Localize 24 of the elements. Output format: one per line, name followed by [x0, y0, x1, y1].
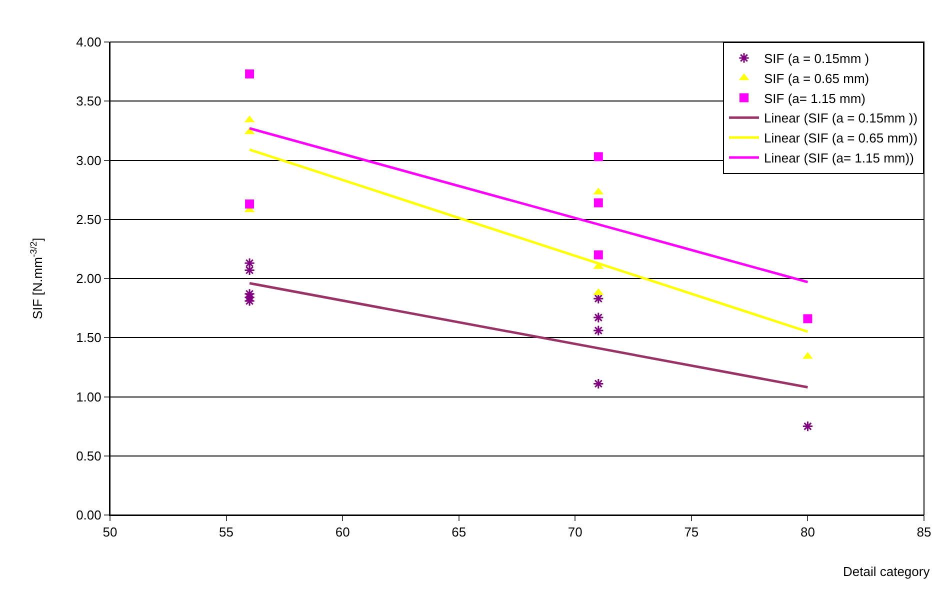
y-tick-label: 4.00: [76, 34, 102, 50]
legend-label: SIF (a = 0.15mm ): [764, 51, 870, 66]
y-tick-label: 3.00: [76, 152, 102, 168]
x-tick-label: 85: [916, 524, 932, 540]
x-tick-label: 80: [800, 524, 815, 540]
x-tick-label: 60: [335, 524, 350, 540]
legend-label: SIF (a= 1.15 mm): [764, 90, 866, 106]
y-tick-label: 2.50: [76, 212, 102, 227]
y-tick-label: 3.50: [76, 94, 102, 109]
x-tick-label: 65: [452, 524, 466, 540]
y-tick-label: 1.50: [76, 330, 102, 346]
legend-label: SIF (a = 0.65 mm): [764, 70, 870, 86]
legend-label: Linear (SIF (a = 0.15mm )): [764, 110, 918, 126]
x-tick-label: 70: [568, 524, 582, 540]
legend-label: Linear (SIF (a = 0.65 mm)): [764, 130, 918, 146]
x-axis-title: Detail category: [843, 564, 930, 579]
x-tick-label: 55: [219, 524, 234, 540]
x-tick-label: 75: [684, 524, 699, 540]
y-tick-label: 0.00: [76, 508, 102, 523]
y-tick-label: 2.00: [76, 271, 102, 286]
y-tick-label: 0.50: [76, 448, 102, 464]
x-tick-label: 50: [102, 524, 118, 540]
legend-label: Linear (SIF (a= 1.15 mm)): [764, 150, 914, 166]
y-tick-label: 1.00: [76, 389, 102, 404]
